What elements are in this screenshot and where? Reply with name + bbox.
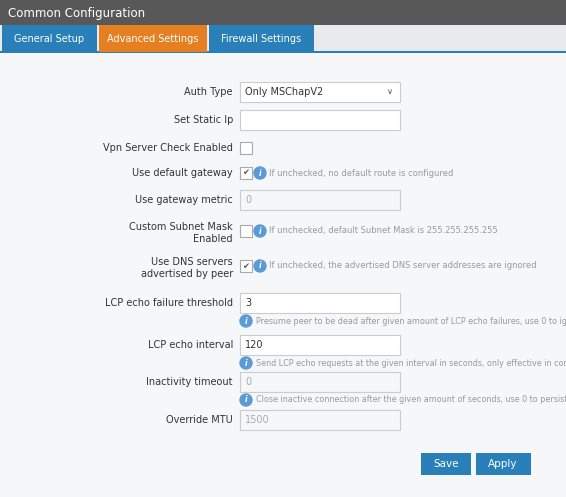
Bar	[476, 453, 531, 475]
Bar	[0, 25, 566, 52]
Text: LCP echo interval: LCP echo interval	[148, 340, 233, 350]
Text: If unchecked, the advertised DNS server addresses are ignored: If unchecked, the advertised DNS server …	[269, 261, 537, 270]
Circle shape	[240, 357, 252, 369]
Bar	[240, 260, 252, 272]
Text: i: i	[259, 261, 261, 270]
Text: 3: 3	[245, 298, 251, 308]
Text: Close inactive connection after the given amount of seconds, use 0 to persist co: Close inactive connection after the give…	[256, 396, 566, 405]
Text: If unchecked, no default route is configured: If unchecked, no default route is config…	[269, 168, 453, 177]
Text: i: i	[245, 396, 247, 405]
Bar	[240, 110, 400, 130]
Text: i: i	[245, 317, 247, 326]
Bar	[240, 410, 400, 430]
Bar	[240, 190, 400, 210]
Bar	[0, 51, 566, 53]
Bar	[240, 335, 400, 355]
Text: ✔: ✔	[242, 261, 250, 270]
Bar	[209, 25, 314, 52]
Text: Set Static Ip: Set Static Ip	[174, 115, 233, 125]
Text: ∨: ∨	[387, 87, 393, 96]
Text: Use default gateway: Use default gateway	[132, 168, 233, 178]
Text: i: i	[245, 358, 247, 367]
Text: If unchecked, default Subnet Mask is 255.255.255.255: If unchecked, default Subnet Mask is 255…	[269, 227, 498, 236]
Text: 0: 0	[245, 195, 251, 205]
Text: LCP echo failure threshold: LCP echo failure threshold	[105, 298, 233, 308]
Text: Apply: Apply	[488, 459, 518, 469]
Text: Auth Type: Auth Type	[185, 87, 233, 97]
Text: Advanced Settings: Advanced Settings	[108, 33, 199, 44]
Text: Common Configuration: Common Configuration	[8, 6, 145, 19]
Text: ✔: ✔	[242, 168, 250, 177]
Text: Send LCP echo requests at the given interval in seconds, only effective in conju: Send LCP echo requests at the given inte…	[256, 358, 566, 367]
Bar	[99, 25, 207, 52]
Bar	[2, 25, 97, 52]
Text: Use DNS servers: Use DNS servers	[151, 257, 233, 267]
Text: 120: 120	[245, 340, 264, 350]
Text: Save: Save	[433, 459, 459, 469]
Text: Enabled: Enabled	[194, 234, 233, 244]
Bar	[0, 0, 566, 25]
Text: Vpn Server Check Enabled: Vpn Server Check Enabled	[103, 143, 233, 153]
Text: Only MSChapV2: Only MSChapV2	[245, 87, 323, 97]
Text: General Setup: General Setup	[15, 33, 84, 44]
Bar	[240, 142, 252, 154]
Bar	[240, 225, 252, 237]
Bar	[240, 293, 400, 313]
Bar	[240, 167, 252, 179]
Text: Presume peer to be dead after given amount of LCP echo failures, use 0 to ignore: Presume peer to be dead after given amou…	[256, 317, 566, 326]
Text: i: i	[259, 168, 261, 177]
Bar	[240, 372, 400, 392]
Circle shape	[254, 167, 266, 179]
Text: Override MTU: Override MTU	[166, 415, 233, 425]
Circle shape	[240, 315, 252, 327]
Bar	[421, 453, 471, 475]
Text: i: i	[259, 227, 261, 236]
Circle shape	[254, 260, 266, 272]
Text: Custom Subnet Mask: Custom Subnet Mask	[130, 222, 233, 232]
Bar	[240, 82, 400, 102]
Circle shape	[240, 394, 252, 406]
Text: Firewall Settings: Firewall Settings	[221, 33, 302, 44]
Text: 0: 0	[245, 377, 251, 387]
Text: 1500: 1500	[245, 415, 269, 425]
Text: Inactivity timeout: Inactivity timeout	[147, 377, 233, 387]
Text: advertised by peer: advertised by peer	[141, 269, 233, 279]
Bar	[0, 53, 566, 497]
Circle shape	[254, 225, 266, 237]
Text: Use gateway metric: Use gateway metric	[135, 195, 233, 205]
